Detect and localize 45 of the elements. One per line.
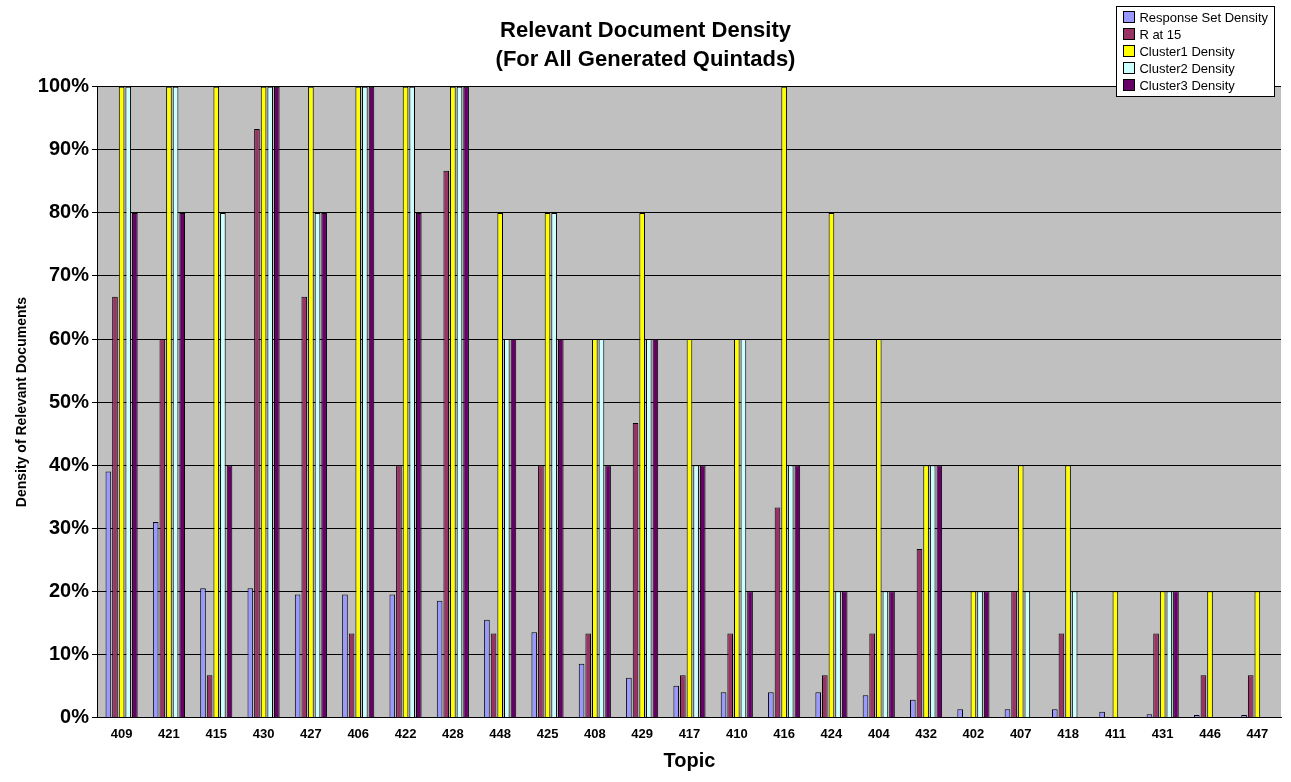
x-tick-label: 424 [820, 725, 844, 741]
x-tick-label: 430 [252, 725, 275, 741]
x-tick-label: 427 [300, 725, 322, 741]
y-tick-label: 70% [48, 263, 90, 286]
y-tick-label: 50% [48, 389, 90, 412]
x-tick-label: 432 [915, 725, 937, 741]
x-tick-label: 447 [1246, 725, 1269, 741]
x-tick-label: 448 [489, 725, 512, 741]
y-tick-label: 0% [60, 704, 90, 727]
x-tick-label: 406 [347, 725, 370, 741]
legend-label: Cluster2 Density [1138, 60, 1236, 77]
y-tick-label: 100% [37, 74, 90, 97]
chart-subtitle: (For All Generated Quintads) [495, 45, 796, 71]
x-tick-label: 429 [631, 725, 654, 741]
x-tick-label: 411 [1104, 725, 1126, 741]
y-tick-label: 90% [48, 137, 90, 160]
y-tick-label: 40% [48, 452, 90, 475]
x-tick-label: 415 [205, 725, 228, 741]
x-tick-label: 418 [1057, 725, 1079, 741]
x-tick-label: 407 [1009, 725, 1032, 741]
x-tick-label: 402 [962, 725, 985, 741]
x-tick-label: 431 [1151, 725, 1174, 741]
x-axis-title: Topic [663, 748, 716, 771]
x-tick-label: 417 [678, 725, 701, 741]
y-tick-label: 30% [48, 515, 90, 538]
x-tick-label: 410 [725, 725, 748, 741]
legend-label: R at 15 [1138, 26, 1183, 43]
x-tick-label: 425 [536, 725, 559, 741]
chart-title: Relevant Document Density [500, 17, 792, 43]
x-tick-label: 446 [1199, 725, 1221, 741]
legend-label: Response Set Density [1138, 9, 1268, 26]
x-tick-label: 416 [773, 725, 795, 741]
y-tick-label: 20% [48, 578, 90, 601]
legend-label: Cluster1 Density [1138, 43, 1236, 60]
x-tick-label: 422 [394, 725, 417, 741]
x-tick-label: 428 [442, 725, 464, 741]
x-tick-label: 408 [583, 725, 606, 741]
x-tick-label: 409 [110, 725, 133, 741]
y-tick-label: 10% [48, 641, 90, 664]
y-tick-label: 80% [48, 200, 90, 223]
x-tick-label: 421 [158, 725, 180, 741]
x-tick-label: 404 [867, 725, 891, 741]
y-axis-title: Density of Relevant Documents [13, 296, 30, 508]
legend-label: Cluster3 Density [1138, 77, 1236, 94]
y-tick-label: 60% [48, 326, 90, 349]
